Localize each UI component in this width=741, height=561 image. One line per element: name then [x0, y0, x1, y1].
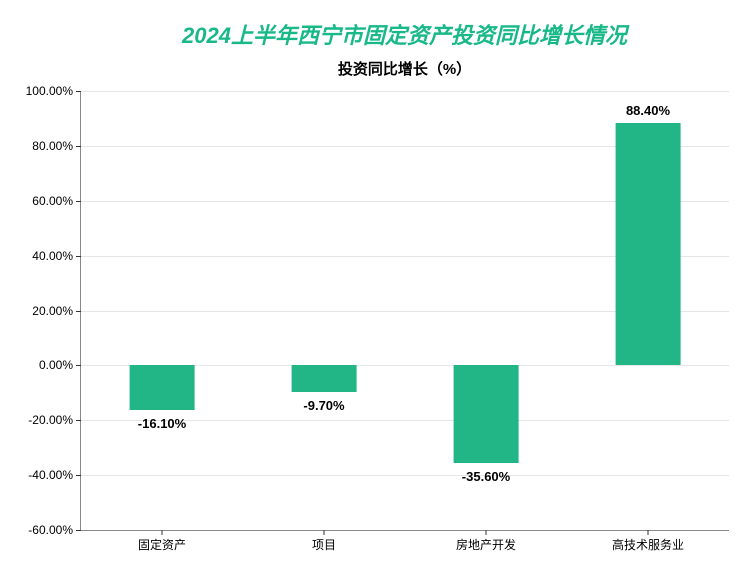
- bar: [130, 365, 195, 409]
- y-tick-label: 60.00%: [32, 194, 81, 208]
- plot-area: -60.00%-40.00%-20.00%0.00%20.00%40.00%60…: [80, 91, 729, 531]
- y-tick-label: -40.00%: [28, 468, 81, 482]
- x-tick-label: 房地产开发: [456, 530, 516, 553]
- x-tick-label: 高技术服务业: [612, 530, 684, 553]
- value-label: 88.40%: [626, 103, 670, 118]
- gridline: [81, 475, 729, 476]
- y-tick-label: 100.00%: [26, 84, 81, 98]
- y-tick-label: 40.00%: [32, 249, 81, 263]
- value-label: -16.10%: [138, 416, 186, 431]
- chart-title: 2024上半年西宁市固定资产投资同比增长情况: [80, 18, 729, 50]
- value-label: -9.70%: [303, 398, 344, 413]
- y-tick-label: 80.00%: [32, 139, 81, 153]
- chart-subtitle: 投资同比增长（%）: [80, 58, 729, 79]
- value-label: -35.60%: [462, 469, 510, 484]
- chart-container: 2024上半年西宁市固定资产投资同比增长情况 投资同比增长（%） -60.00%…: [0, 0, 741, 561]
- bar: [454, 365, 519, 463]
- y-tick-label: -20.00%: [28, 413, 81, 427]
- x-tick-label: 项目: [312, 530, 336, 553]
- bar: [292, 365, 357, 392]
- y-tick-label: 0.00%: [39, 358, 81, 372]
- y-tick-label: 20.00%: [32, 304, 81, 318]
- y-tick-label: -60.00%: [28, 523, 81, 537]
- x-tick-label: 固定资产: [138, 530, 186, 553]
- gridline: [81, 91, 729, 92]
- bar: [616, 123, 681, 366]
